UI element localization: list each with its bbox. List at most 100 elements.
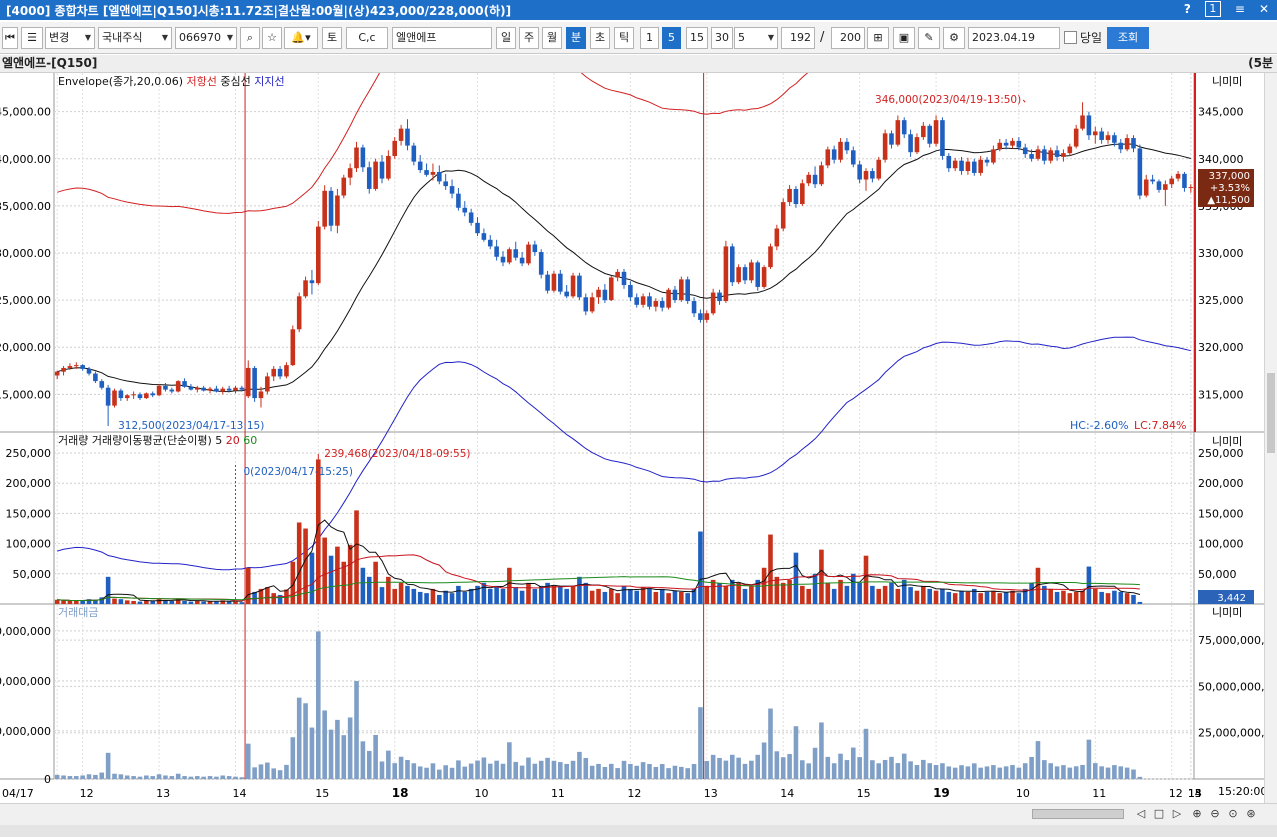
amount-bar: [768, 708, 773, 779]
zoom-reset-icon[interactable]: ⊙: [1228, 807, 1238, 820]
zoom-area-icon[interactable]: ⊛: [1246, 807, 1256, 820]
candle-body: [570, 275, 576, 297]
x-axis-label: 13: [156, 787, 170, 800]
amount-bar: [347, 717, 353, 779]
amount-panel: [54, 631, 1143, 779]
amount-bar: [513, 761, 519, 779]
count-input[interactable]: 192: [781, 27, 815, 49]
candle-body: [691, 301, 697, 314]
scroll-thumb[interactable]: [1032, 809, 1124, 819]
candle-body: [150, 393, 156, 396]
close-icon[interactable]: ✕: [1258, 2, 1269, 16]
candle-body: [392, 140, 398, 156]
interval-select[interactable]: 5: [734, 27, 778, 49]
amount-bar: [819, 722, 824, 779]
amount-bar: [602, 766, 608, 779]
amount-bar: [857, 757, 862, 779]
interval-button[interactable]: 1: [640, 27, 659, 49]
amount-tick-left: 0,000,000: [0, 675, 51, 688]
vertical-scroll-thumb[interactable]: [1267, 373, 1275, 453]
candle-body: [195, 387, 200, 390]
x-axis-label: 12: [80, 787, 94, 800]
case-toggle-button[interactable]: C,c: [346, 27, 388, 49]
volume-bar: [411, 588, 417, 604]
candle-body: [379, 161, 385, 179]
interval-button[interactable]: 15: [686, 27, 708, 49]
search-button[interactable]: 조회: [1107, 27, 1149, 49]
amount-bar: [1035, 741, 1041, 779]
candle-body: [124, 395, 130, 399]
change-select[interactable]: 변경: [45, 27, 95, 49]
amount-bar: [889, 756, 894, 779]
today-checkbox[interactable]: [1064, 31, 1077, 44]
volume-bar: [271, 593, 277, 604]
scroll-right-icon[interactable]: ▷: [1172, 807, 1182, 820]
amount-bar: [233, 776, 238, 779]
candle-body: [1067, 146, 1073, 154]
candle-body: [940, 120, 945, 156]
zoom-fit-icon[interactable]: ⊞: [867, 27, 889, 49]
volume-bar: [1029, 582, 1034, 604]
period-button[interactable]: 일: [496, 27, 516, 49]
period-button[interactable]: 주: [519, 27, 539, 49]
candle-body: [978, 159, 983, 173]
candle-body: [519, 257, 525, 264]
volume-bar: [1092, 588, 1098, 604]
amount-bar: [341, 735, 347, 779]
help-icon[interactable]: ?: [1183, 2, 1191, 16]
interval-button[interactable]: 5: [662, 27, 681, 49]
stock-code-input[interactable]: 066970: [175, 27, 237, 49]
volume-tick-left: 50,000: [13, 568, 52, 581]
period-button[interactable]: 분: [566, 27, 586, 49]
hc-label: HC:-2.60%: [1070, 419, 1129, 432]
x-axis-label: 11: [1092, 787, 1106, 800]
candle-body: [1042, 149, 1047, 161]
zoom-out-icon[interactable]: ⊖: [1210, 807, 1220, 820]
candle-body: [1163, 184, 1168, 190]
stop-icon[interactable]: □: [1153, 807, 1165, 820]
candle-body: [303, 280, 308, 297]
vertical-scrollbar[interactable]: [1264, 73, 1277, 803]
amount-bar: [507, 742, 512, 779]
menu-icon[interactable]: ≡: [1234, 2, 1245, 16]
calendar-t-button[interactable]: 토: [322, 27, 342, 49]
total-input[interactable]: 200: [831, 27, 865, 49]
first-page-icon[interactable]: ⏮: [2, 27, 18, 49]
period-button[interactable]: 초: [590, 27, 610, 49]
candle-body: [933, 120, 939, 144]
date-input[interactable]: 2023.04.19: [968, 27, 1060, 49]
amount-bar: [551, 760, 557, 779]
volume-bar: [144, 600, 149, 604]
period-button[interactable]: 틱: [614, 27, 634, 49]
amount-tick-left: 0,000,000: [0, 725, 51, 738]
period-button[interactable]: 월: [542, 27, 562, 49]
stock-chart[interactable]: 04/17 12 13 14 15 18 10 11 12 13 14 15 19 10 11 12 13141…: [0, 73, 1264, 803]
amount-bar: [1112, 765, 1117, 779]
zoom-in-icon[interactable]: ⊕: [1192, 807, 1202, 820]
page-number-button[interactable]: 1: [1204, 1, 1221, 17]
layout-icon[interactable]: ☰: [21, 27, 43, 49]
save-icon[interactable]: ▣: [893, 27, 915, 49]
horizontal-scrollbar[interactable]: ◁ □ ▷ ⊕ ⊖ ⊙ ⊛: [0, 803, 1277, 825]
volume-bar: [545, 582, 550, 604]
market-select[interactable]: 국내주식: [98, 27, 172, 49]
candle-body: [468, 212, 474, 223]
volume-zero-label: 0(2023/04/17-15:25): [244, 466, 353, 478]
interval-button[interactable]: 30: [711, 27, 733, 49]
candle-body: [487, 239, 493, 247]
stock-name-field[interactable]: 엘앤에프: [392, 27, 492, 49]
volume-bar: [647, 588, 652, 604]
amount-bar: [417, 766, 423, 779]
candle-body: [545, 274, 550, 291]
volume-bar: [347, 544, 353, 604]
pen-icon[interactable]: ✎: [918, 27, 940, 49]
volume-bar: [195, 600, 200, 604]
star-icon[interactable]: ☆: [262, 27, 282, 49]
volume-bar: [984, 591, 990, 604]
settings-icon[interactable]: ⚙: [943, 27, 965, 49]
amount-bar: [691, 764, 697, 779]
scroll-left-icon[interactable]: ◁: [1136, 807, 1146, 820]
volume-bar: [150, 600, 156, 604]
search-icon[interactable]: ⌕: [240, 27, 260, 49]
bell-icon[interactable]: 🔔▾: [284, 27, 318, 49]
